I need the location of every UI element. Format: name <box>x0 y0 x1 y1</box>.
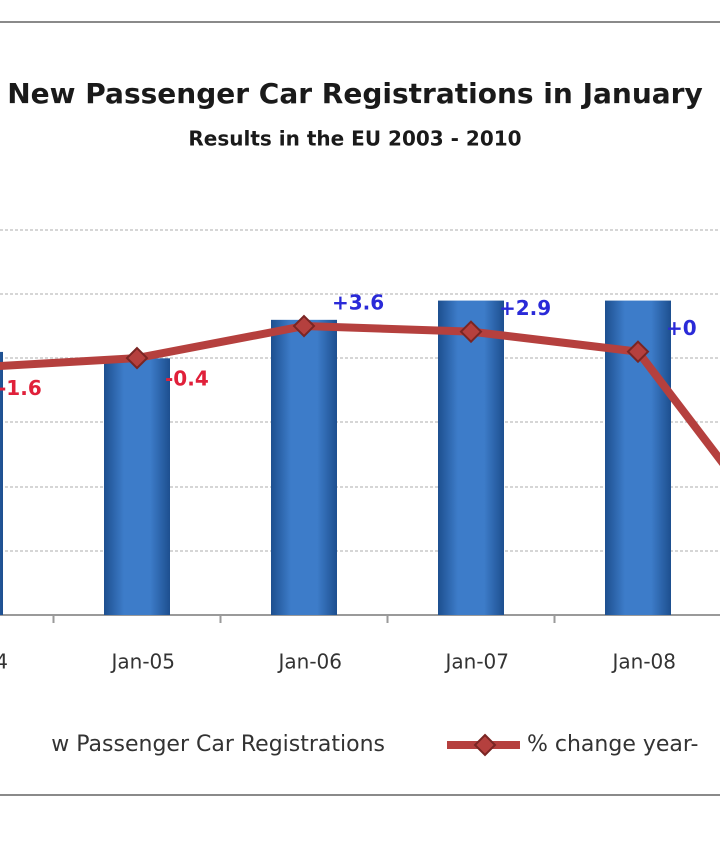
x-tick-label: 4 <box>0 650 8 674</box>
data-label: -0.4 <box>165 367 209 391</box>
data-label: -1.6 <box>0 376 42 400</box>
legend-label: % change year- <box>527 732 698 757</box>
data-label: +0 <box>666 316 697 340</box>
x-tick-label: Jan-06 <box>277 650 343 674</box>
x-tick-label: Jan-05 <box>110 650 176 674</box>
bar <box>104 358 170 615</box>
line-marker <box>125 346 149 370</box>
x-tick-label: Jan-08 <box>611 650 677 674</box>
bar <box>0 351 3 615</box>
line-marker <box>626 340 650 364</box>
line-marker <box>292 314 316 338</box>
line-marker <box>459 320 483 344</box>
data-label: +2.9 <box>499 296 551 320</box>
data-label: +3.6 <box>332 291 384 315</box>
bar <box>271 319 337 615</box>
chart-subtitle: Results in the EU 2003 - 2010 <box>188 127 521 151</box>
bar <box>438 300 504 615</box>
line <box>0 322 720 466</box>
legend-label: w Passenger Car Registrations <box>51 732 385 757</box>
chart-title: New Passenger Car Registrations in Janua… <box>7 77 702 110</box>
legend-marker <box>473 733 497 757</box>
x-tick-label: Jan-07 <box>444 650 510 674</box>
